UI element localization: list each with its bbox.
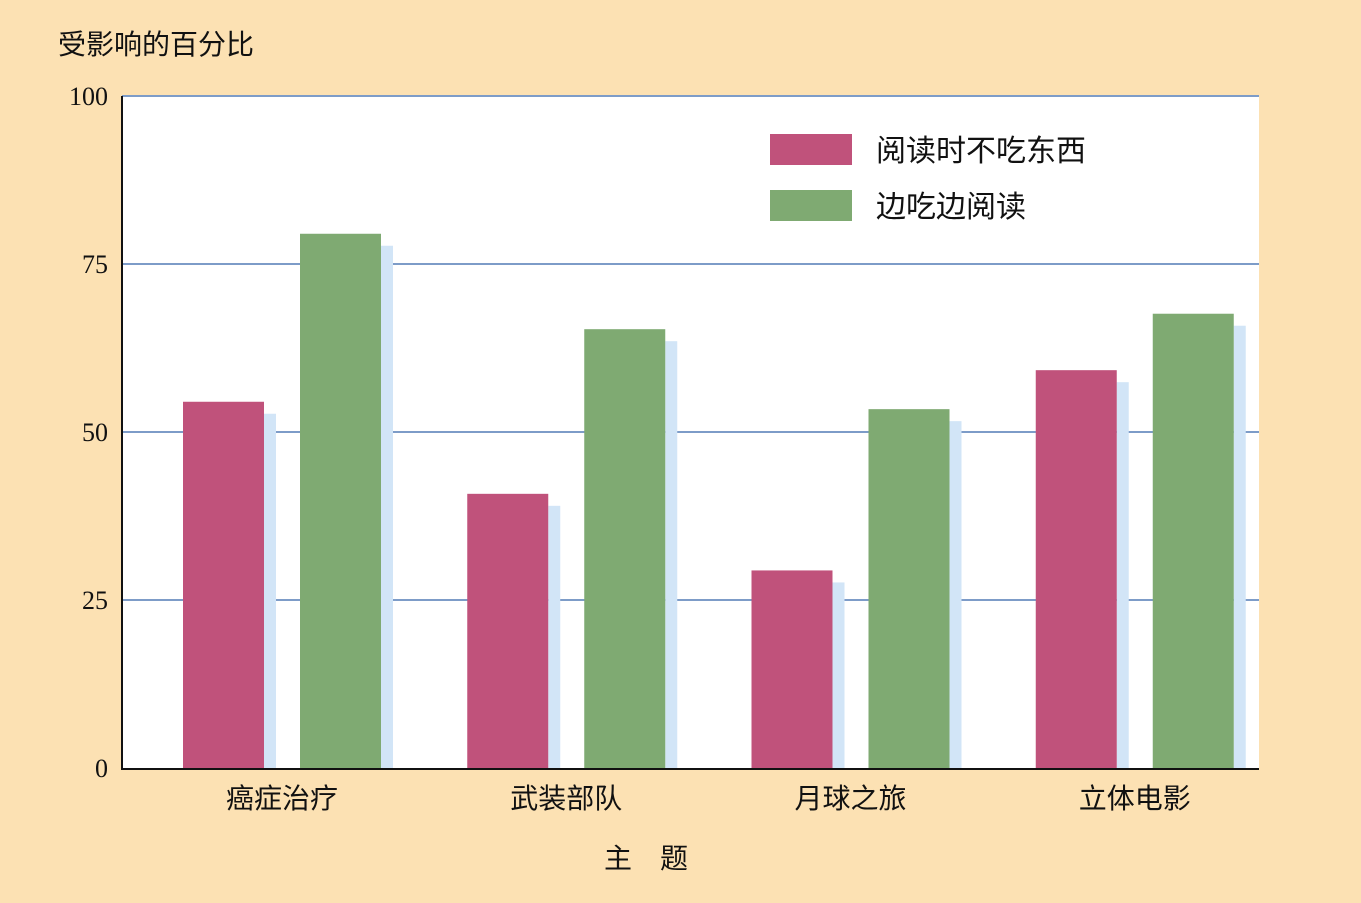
legend-label-series-2: 边吃边阅读 (876, 190, 1026, 225)
y-axis-title: 受影响的百分比 (58, 28, 254, 61)
y-tick-labels: 0 25 50 75 100 (69, 82, 108, 783)
bar-shadow (949, 421, 962, 768)
y-tick-label: 25 (82, 586, 108, 615)
bar-series-1 (467, 493, 549, 768)
bar-shadow (832, 582, 845, 768)
legend-swatch-series-2 (770, 190, 852, 221)
bar-series-2 (868, 409, 950, 768)
bar-shadow (381, 245, 393, 768)
x-category-label: 癌症治疗 (226, 782, 338, 815)
bar-shadow (665, 341, 678, 768)
axes (121, 96, 1259, 770)
y-tick-label: 75 (82, 250, 108, 279)
bar-shadow (1116, 382, 1129, 768)
x-category-label: 立体电影 (1079, 782, 1191, 815)
legend-swatch-series-1 (770, 134, 852, 165)
bar-shadow (548, 505, 561, 768)
x-category-label: 武装部队 (510, 782, 622, 815)
x-category-label: 月球之旅 (794, 782, 906, 815)
bar-series-1 (1035, 370, 1117, 768)
y-tick-label: 0 (95, 754, 108, 783)
bar-shadow (1233, 325, 1246, 768)
bars (183, 233, 1246, 768)
y-tick-label: 50 (82, 418, 108, 447)
legend-label-series-1: 阅读时不吃东西 (876, 134, 1086, 169)
bar-series-1 (751, 570, 833, 768)
bar-shadow (264, 413, 276, 768)
bar-series-1 (183, 401, 264, 768)
x-category-labels: 癌症治疗 武装部队 月球之旅 立体电影 (226, 782, 1191, 815)
legend: 阅读时不吃东西 边吃边阅读 (770, 134, 1086, 225)
bar-series-2 (584, 329, 666, 768)
bar-series-2 (300, 233, 381, 768)
y-tick-label: 100 (69, 82, 108, 111)
bar-series-2 (1152, 313, 1234, 768)
x-axis-title: 主 题 (604, 842, 688, 875)
